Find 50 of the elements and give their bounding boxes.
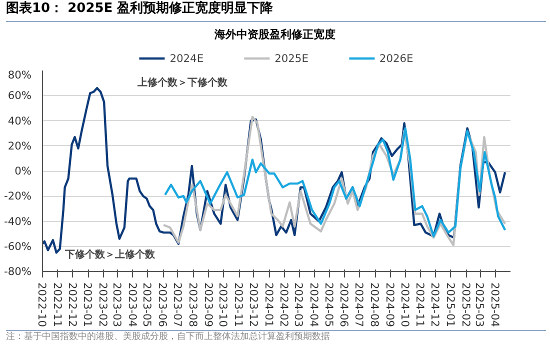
x-tick-label: 2025-01 [444,282,457,328]
annotation: 上修个数＞下修个数 [136,76,228,89]
x-tick-label: 2023-11 [232,282,246,328]
legend-label: 2024E [170,52,204,64]
x-tick-label: 2023-12 [246,282,260,328]
x-tick-label: 2022-12 [66,282,79,328]
x-tick-label: 2024-05 [322,282,336,328]
x-tick-label: 2024-10 [398,282,412,328]
x-tick-label: 2023-01 [81,282,94,328]
x-tick-label: 2025-02 [459,282,472,328]
x-tick-label: 2023-04 [126,282,139,328]
y-tick-label: -60% [4,240,32,253]
x-tick-label: 2024-09 [383,282,396,328]
x-tick-label: 2023-03 [110,282,124,328]
x-tick-label: 2022-11 [50,282,64,328]
x-tick-label: 2023-02 [96,282,110,328]
x-tick-label: 2024-03 [292,282,306,328]
x-tick-label: 2025-03 [473,282,486,328]
line-series [162,116,506,246]
x-tick-label: 2024-07 [352,282,366,328]
y-tick-label: -40% [4,214,32,228]
x-tick-label: 2022-10 [36,282,48,328]
x-tick-label: 2023-08 [186,282,200,328]
y-tick-label: 80% [8,68,32,82]
y-tick-label: 60% [8,89,32,102]
x-tick-label: 2023-10 [216,282,230,328]
x-tick-label: 2024-11 [414,282,427,328]
legend-label: 2026E [379,52,414,64]
x-tick-label: 2024-12 [428,282,442,328]
x-tick-label: 2024-08 [368,282,382,328]
y-tick-label: 40% [8,114,32,128]
x-tick-label: 2025-04 [488,282,502,328]
x-tick-label: 2023-07 [170,282,184,328]
x-tick-label: 2024-02 [278,282,291,328]
chart-subtitle: 海外中资股盈利修正宽度 [214,27,336,43]
y-tick-label: -20% [4,190,32,203]
legend-label: 2025E [274,52,308,64]
x-tick-label: 2023-09 [202,282,215,328]
y-tick-label: 20% [8,139,32,152]
x-tick-label: 2023-06 [156,282,170,328]
x-tick-label: 2024-06 [338,282,351,328]
chart-title: 图表10： 2025E 盈利预期修正宽度明显下降 [6,0,274,18]
y-tick-label: 0% [14,164,32,178]
x-tick-label: 2024-01 [262,282,276,328]
annotation: 下修个数＞上修个数 [64,248,156,261]
x-tick-label: 2024-04 [307,282,320,328]
y-tick-label: -80% [4,265,32,278]
x-tick-label: 2023-05 [140,282,154,328]
line-series [164,127,506,238]
text: 注：基于中国指数中的港股、美股成分股，自下而上整体法加总计算盈利预期数据 [6,331,330,344]
